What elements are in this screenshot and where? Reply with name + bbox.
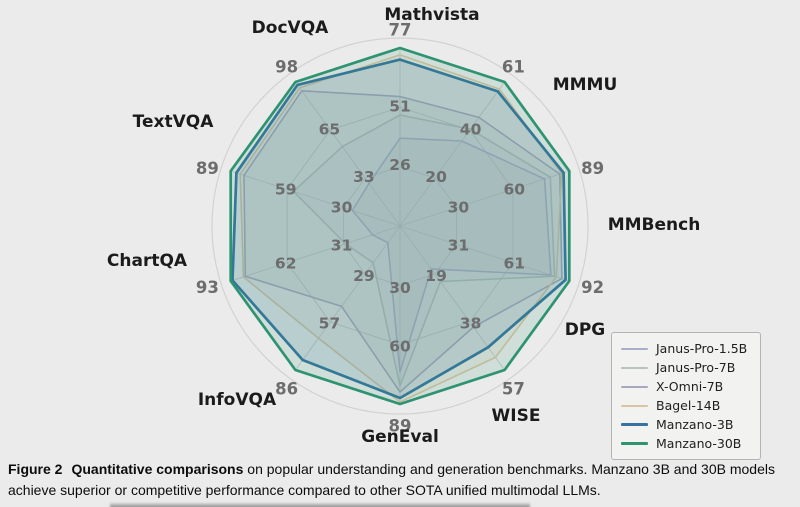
series-Janus-Pro-1.5B [351,137,552,373]
radar-series [229,46,571,406]
axis-spoke [399,81,505,227]
series-Manzano-3B [231,58,567,400]
axis-name-wise: WISE [492,406,541,426]
axis-name-infovqa: InfoVQA [198,390,277,410]
axis-spoke [295,225,401,371]
figure-label: Figure 2 [8,461,63,477]
axis-tick-label: 59 [275,180,297,198]
series-X-Omni-7B [243,90,563,393]
axis-max-label: 57 [502,380,525,399]
axis-tick-label: 51 [389,97,411,115]
axis-spoke [399,170,570,227]
axis-spoke [230,225,401,282]
bottom-artifact-bar [110,503,530,507]
legend-line-swatch [621,423,648,426]
caption-title: Quantitative comparisons [71,461,244,477]
legend-label: Janus-Pro-1.5B [656,341,748,356]
axis-name-mathvista: Mathvista [384,5,479,25]
axis-spoke [399,225,505,371]
figure-caption: Figure 2 Quantitative comparisons on popu… [8,459,796,500]
legend-line-swatch [621,347,648,350]
legend-item: Manzano-30B [621,435,750,452]
axis-max-label: 89 [196,159,219,178]
legend-line-swatch [621,385,648,388]
axis-max-label: 93 [196,278,219,297]
legend-label: Janus-Pro-7B [656,360,736,375]
axis-max-label: 86 [275,380,298,399]
axis-max-label: 77 [389,21,412,40]
legend-label: Manzano-3B [656,417,734,432]
axis-tick-label: 60 [504,180,526,198]
axis-tick-label: 20 [425,168,447,186]
radar-grid [211,37,589,415]
axis-tick-label: 30 [448,199,470,217]
axis-tick-label: 31 [331,237,353,255]
axis-tick-label: 40 [460,120,482,138]
axis-name-docvqa: DocVQA [252,18,329,38]
axis-name-mmmu: MMMU [553,75,618,95]
axis-tick-label: 60 [389,338,411,356]
series-Manzano-30B [229,46,571,406]
chart-legend: Janus-Pro-1.5B Janus-Pro-7B X-Omni-7B Bagel… [611,332,761,460]
axis-spoke [230,170,401,227]
axis-spoke [399,225,570,282]
axis-name-textvqa: TextVQA [133,112,215,132]
legend-label: X-Omni-7B [656,379,724,394]
axis-tick-label: 65 [319,120,341,138]
radar-chart: 26 51 20 40 30 60 31 61 19 38 30 60 29 57 31 62 30 59 33 65… [107,5,701,447]
legend-item: Janus-Pro-1.5B [621,340,750,357]
legend-line-swatch [621,442,648,445]
axis-max-label: 92 [581,278,604,297]
axis-tick-label: 57 [319,315,341,333]
axis-tick-label: 26 [389,156,411,174]
radar-tick-labels: 26 51 20 40 30 60 31 61 19 38 30 60 29 57 31 62 30 59 33 65 [275,97,525,355]
legend-line-swatch [621,366,648,369]
legend-line-swatch [621,404,648,407]
axis-tick-label: 31 [448,237,470,255]
axis-tick-label: 33 [353,168,375,186]
axis-max-label: 61 [502,57,525,76]
axis-tick-label: 61 [504,255,526,273]
axis-spoke [295,81,401,227]
legend-item: Bagel-14B [621,397,750,414]
axis-name-geneval: GenEval [361,427,439,447]
axis-max-label: 98 [275,57,298,76]
axis-tick-label: 62 [275,255,297,273]
legend-label: Manzano-30B [656,436,742,451]
legend-item: Janus-Pro-7B [621,359,750,376]
axis-name-chartqa: ChartQA [107,251,188,271]
legend-label: Bagel-14B [656,398,721,413]
axis-name-dpg: DPG [565,320,606,340]
legend-item: X-Omni-7B [621,378,750,395]
series-Janus-Pro-7B [292,114,556,387]
axis-tick-label: 30 [331,199,353,217]
caption-body: on popular understanding and generation … [8,461,775,498]
axis-tick-label: 30 [389,279,411,297]
axis-tick-label: 38 [460,315,482,333]
axis-name-mmbench: MMBench [608,215,701,235]
axis-tick-label: 19 [425,267,447,285]
axis-tick-label: 29 [353,267,375,285]
axis-max-label: 89 [581,159,604,178]
axis-max-label: 89 [389,417,412,436]
legend-item: Manzano-3B [621,416,750,433]
